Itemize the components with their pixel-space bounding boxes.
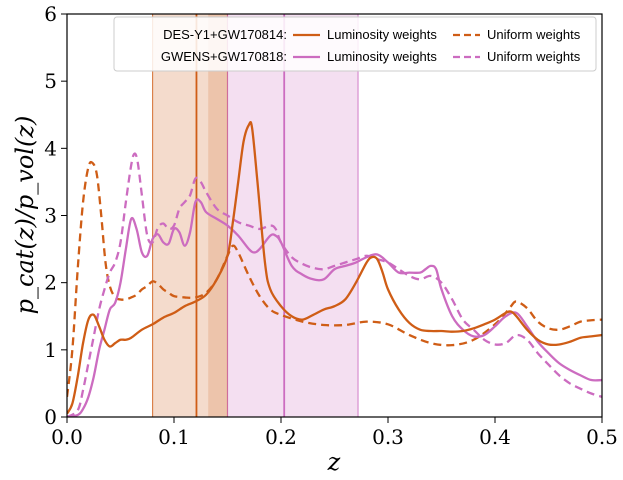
- band-region: [208, 14, 228, 417]
- x-axis-label: z: [327, 448, 341, 476]
- y-tick-labels: 0 1 2 3 4 5 6: [44, 2, 57, 429]
- band-region: [152, 14, 228, 417]
- band-region: [227, 14, 359, 417]
- x-tick-label: 0.5: [586, 425, 618, 449]
- legend: DES-Y1+GW170814: GWENS+GW170818: Luminos…: [113, 16, 597, 72]
- x-tick-label: 0.1: [158, 425, 190, 449]
- series-line: [67, 198, 602, 417]
- legend-entry-label: Luminosity weights: [327, 49, 437, 64]
- y-tick-label: 2: [44, 271, 57, 295]
- legend-entry-label: Uniform weights: [487, 49, 581, 64]
- y-tick-label: 6: [44, 2, 57, 26]
- x-tick-label: 0.2: [265, 425, 297, 449]
- y-tick-label: 5: [44, 69, 57, 93]
- redshift-bands: [152, 14, 359, 417]
- series-line: [67, 120, 602, 415]
- legend-group-label: DES-Y1+GW170814:: [163, 27, 287, 42]
- legend-entry-label: Luminosity weights: [327, 27, 437, 42]
- y-tick-label: 3: [44, 204, 57, 228]
- x-tick-labels: 0.0 0.1 0.2 0.3 0.4 0.5: [51, 425, 618, 449]
- legend-entry-label: Uniform weights: [487, 27, 581, 42]
- legend-group-label: GWENS+GW170818:: [161, 49, 287, 64]
- y-tick-label: 1: [44, 338, 57, 362]
- x-tick-label: 0.0: [51, 425, 83, 449]
- y-axis-label: p_cat(z)/p_vol(z): [11, 116, 39, 315]
- y-tick-label: 4: [44, 136, 57, 160]
- x-tick-label: 0.3: [372, 425, 404, 449]
- data-lines: [67, 120, 602, 417]
- y-tick-label: 0: [44, 405, 57, 429]
- series-line: [67, 160, 602, 397]
- x-tick-label: 0.4: [479, 425, 511, 449]
- series-line: [67, 152, 602, 417]
- axis-ticks: [61, 13, 603, 423]
